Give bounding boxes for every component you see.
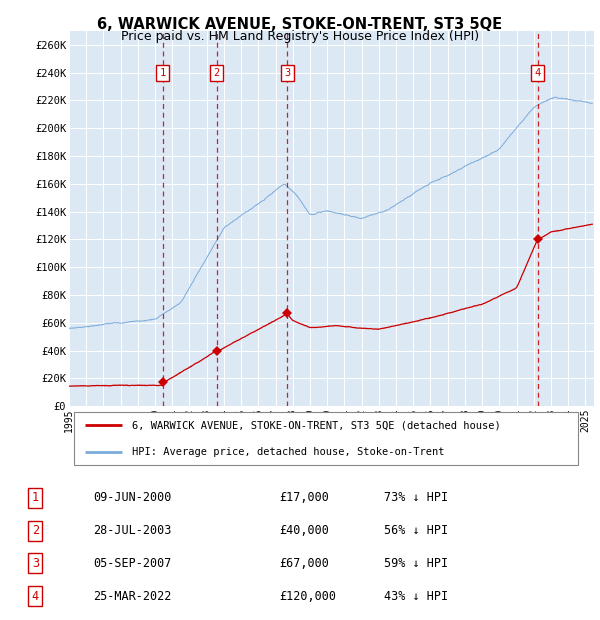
Text: 28-JUL-2003: 28-JUL-2003 <box>94 525 172 537</box>
Text: 25-MAR-2022: 25-MAR-2022 <box>94 590 172 603</box>
Text: 2: 2 <box>214 68 220 78</box>
Text: 1: 1 <box>32 492 39 505</box>
Text: 3: 3 <box>32 557 39 570</box>
Text: 56% ↓ HPI: 56% ↓ HPI <box>385 525 449 537</box>
Text: 1: 1 <box>160 68 166 78</box>
Text: 05-SEP-2007: 05-SEP-2007 <box>94 557 172 570</box>
Text: 43% ↓ HPI: 43% ↓ HPI <box>385 590 449 603</box>
Text: £40,000: £40,000 <box>280 525 329 537</box>
Text: 4: 4 <box>32 590 39 603</box>
Text: HPI: Average price, detached house, Stoke-on-Trent: HPI: Average price, detached house, Stok… <box>132 446 445 456</box>
Text: 4: 4 <box>535 68 541 78</box>
FancyBboxPatch shape <box>74 412 578 465</box>
Text: £120,000: £120,000 <box>280 590 337 603</box>
Text: 59% ↓ HPI: 59% ↓ HPI <box>385 557 449 570</box>
Text: 6, WARWICK AVENUE, STOKE-ON-TRENT, ST3 5QE: 6, WARWICK AVENUE, STOKE-ON-TRENT, ST3 5… <box>97 17 503 32</box>
Text: Price paid vs. HM Land Registry's House Price Index (HPI): Price paid vs. HM Land Registry's House … <box>121 30 479 43</box>
Text: 09-JUN-2000: 09-JUN-2000 <box>94 492 172 505</box>
Text: 73% ↓ HPI: 73% ↓ HPI <box>385 492 449 505</box>
Text: £17,000: £17,000 <box>280 492 329 505</box>
Text: 6, WARWICK AVENUE, STOKE-ON-TRENT, ST3 5QE (detached house): 6, WARWICK AVENUE, STOKE-ON-TRENT, ST3 5… <box>132 420 501 430</box>
Text: £67,000: £67,000 <box>280 557 329 570</box>
Text: 3: 3 <box>284 68 290 78</box>
Text: 2: 2 <box>32 525 39 537</box>
